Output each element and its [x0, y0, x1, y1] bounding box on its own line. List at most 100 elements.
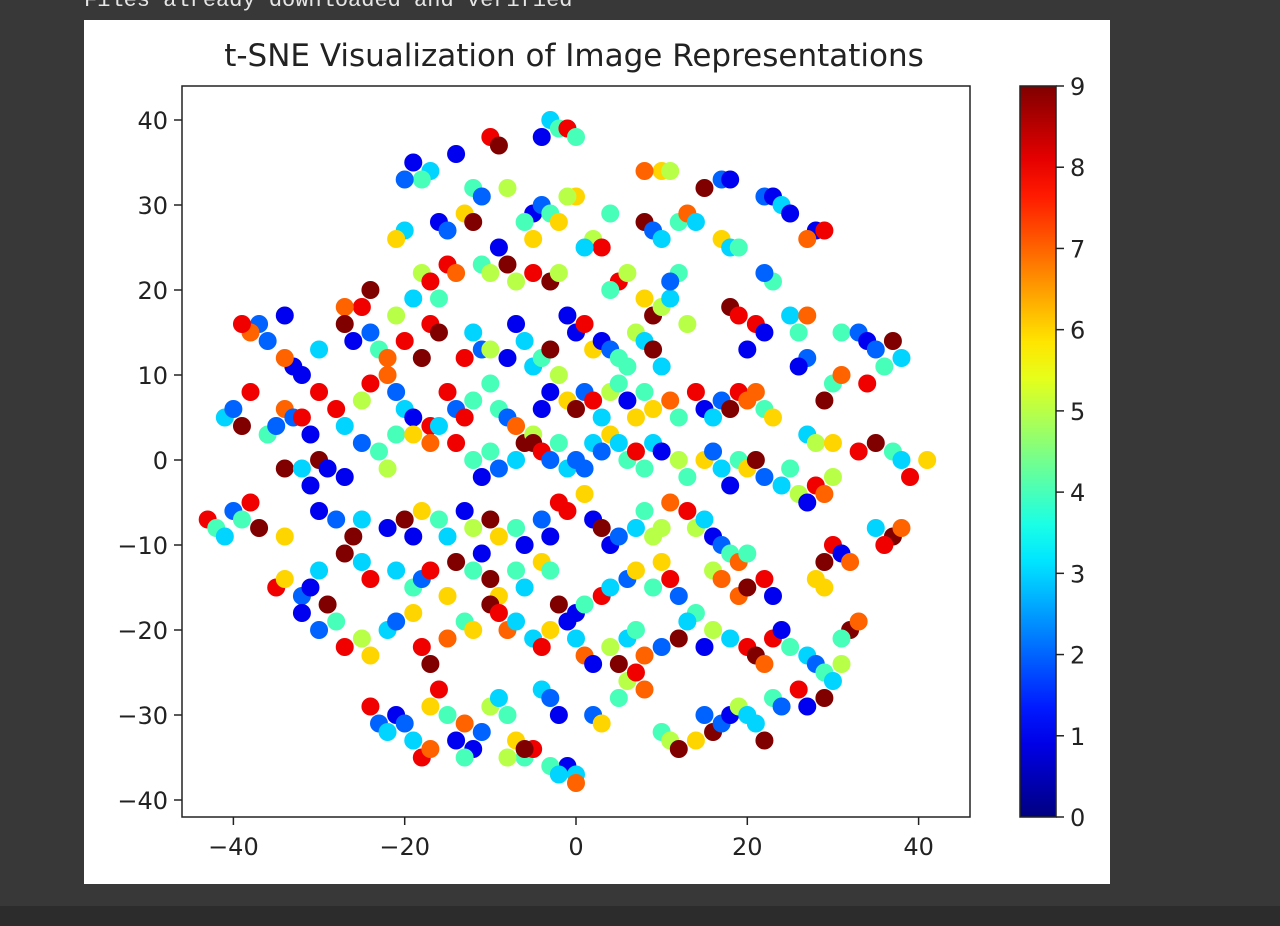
scatter-point — [661, 570, 680, 588]
scatter-point — [772, 621, 791, 639]
scatter-point — [464, 561, 483, 580]
scatter-point — [729, 238, 748, 257]
scatter-point — [438, 587, 457, 605]
scatter-point — [404, 425, 423, 444]
scatter-point — [241, 493, 260, 512]
scatter-point — [601, 638, 620, 656]
y-tick-label: 40 — [137, 107, 168, 135]
scatter-point — [421, 740, 440, 758]
scatter-point — [892, 349, 911, 367]
scatter-point — [387, 230, 406, 248]
scatter-point — [327, 400, 346, 418]
scatter-points — [198, 111, 937, 792]
scatter-point — [678, 468, 697, 486]
scatter-point — [455, 502, 474, 520]
scatter-point — [378, 459, 397, 478]
scatter-point — [746, 714, 765, 733]
scatter-point — [738, 340, 757, 359]
scatter-point — [823, 468, 842, 486]
scatter-point — [515, 213, 534, 231]
scatter-point — [378, 723, 397, 741]
scatter-point — [661, 162, 680, 180]
scatter-point — [592, 519, 611, 537]
scatter-point — [232, 510, 251, 529]
scatter-point — [292, 366, 311, 384]
scatter-point — [481, 510, 500, 529]
x-tick-label: −40 — [208, 833, 259, 861]
scatter-point — [781, 204, 800, 223]
scatter-point — [421, 434, 440, 452]
scatter-point — [318, 459, 337, 478]
scatter-point — [721, 629, 740, 648]
scatter-point — [361, 646, 380, 665]
scatter-point — [721, 400, 740, 418]
scatter-point — [815, 485, 834, 503]
scatter-point — [241, 383, 260, 401]
scatter-point — [258, 332, 277, 350]
scatter-point — [507, 561, 526, 580]
scatter-point — [866, 340, 885, 359]
scatter-point — [704, 442, 723, 461]
scatter-point — [764, 408, 782, 427]
scatter-point — [455, 408, 474, 427]
scatter-point — [455, 349, 474, 367]
scatter-point — [892, 451, 911, 469]
scatter-point — [806, 434, 825, 452]
scatter-point — [652, 553, 671, 571]
scatter-point — [798, 697, 817, 716]
scatter-point — [489, 689, 508, 707]
scatter-point — [292, 459, 311, 478]
scatter-point — [541, 527, 560, 546]
scatter-point — [772, 476, 791, 495]
scatter-point — [352, 510, 371, 529]
scatter-point — [224, 400, 243, 418]
scatter-point — [498, 349, 517, 367]
scatter-point — [361, 697, 380, 716]
scatter-point — [327, 510, 346, 529]
colorbar-tick-label: 8 — [1070, 154, 1085, 182]
scatter-point — [678, 315, 697, 333]
scatter-point — [849, 612, 868, 631]
scatter-point — [549, 264, 568, 282]
scatter-point — [644, 578, 663, 597]
scatter-point — [635, 502, 654, 520]
scatter-point — [275, 306, 294, 325]
scatter-point — [412, 502, 431, 520]
scatter-point — [738, 544, 757, 563]
x-axis: −40 −20 0 20 40 — [208, 817, 934, 861]
scatter-point — [447, 145, 466, 163]
scatter-point — [404, 604, 423, 622]
scatter-point — [721, 476, 740, 495]
scatter-point — [712, 459, 731, 478]
y-tick-label: −10 — [117, 532, 168, 560]
scatter-point — [267, 417, 286, 435]
scatter-point — [344, 527, 363, 546]
scatter-point — [387, 306, 406, 325]
scatter-point — [918, 451, 937, 469]
scatter-point — [532, 510, 551, 529]
scatter-point — [626, 408, 645, 427]
scatter-point — [789, 323, 808, 342]
scatter-point — [635, 383, 654, 401]
scatter-point — [472, 723, 491, 741]
scatter-point — [567, 774, 585, 792]
scatter-point — [464, 213, 483, 231]
scatter-point — [532, 128, 551, 146]
scatter-point — [455, 748, 474, 767]
x-tick-label: 40 — [903, 833, 934, 861]
scatter-point — [352, 434, 371, 452]
scatter-point — [438, 706, 457, 724]
scatter-point — [686, 731, 705, 750]
scatter-point — [626, 621, 645, 639]
scatter-point — [481, 374, 500, 393]
scatter-point — [498, 255, 517, 274]
scatter-point — [695, 638, 714, 656]
scatter-point — [438, 383, 457, 401]
scatter-point — [798, 493, 817, 512]
scatter-point — [429, 289, 448, 308]
y-tick-label: 30 — [137, 192, 168, 220]
scatter-point — [652, 442, 671, 461]
scatter-point — [352, 629, 371, 648]
scatter-point — [404, 527, 423, 546]
scatter-point — [661, 272, 680, 291]
